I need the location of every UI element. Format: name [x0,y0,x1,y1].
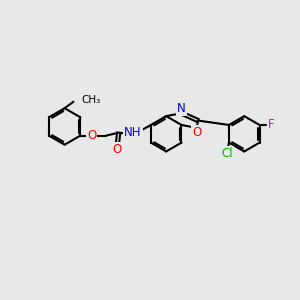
Text: F: F [268,118,274,131]
Text: O: O [112,143,122,156]
Text: O: O [87,129,96,142]
Text: Cl: Cl [222,147,233,160]
Text: NH: NH [124,126,142,139]
Text: N: N [177,102,186,115]
Text: O: O [192,126,201,140]
Text: CH₃: CH₃ [82,95,101,105]
